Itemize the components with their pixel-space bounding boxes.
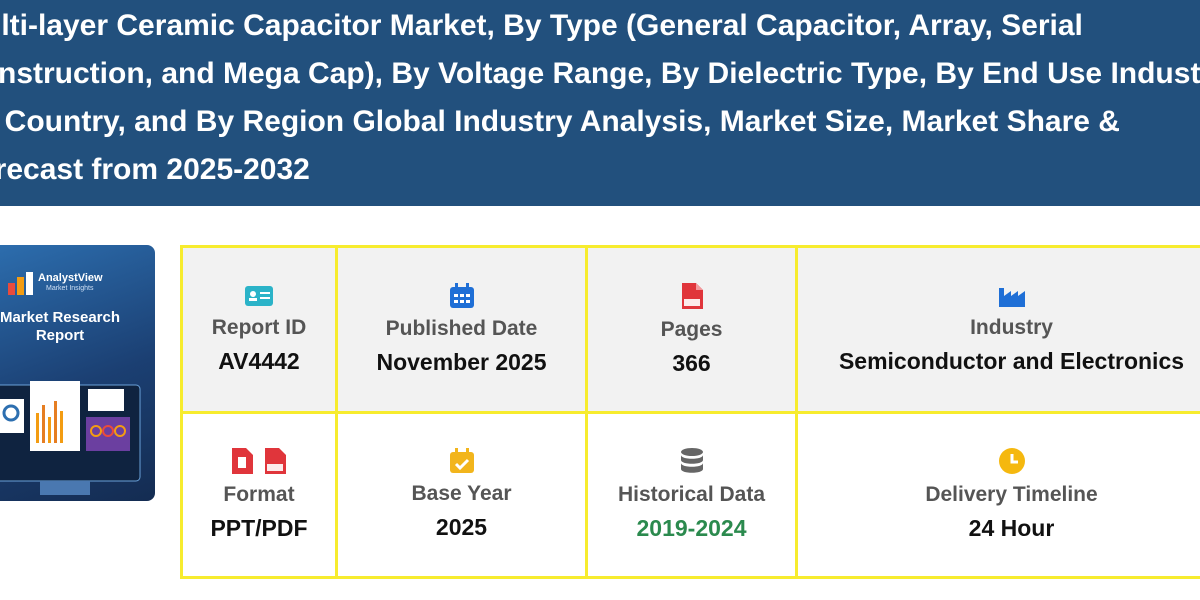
report-cover: AnalystView Market Insights Market Resea… <box>0 245 155 501</box>
detail-value: 24 Hour <box>968 515 1055 542</box>
cover-caption: Market Research Report <box>0 309 121 344</box>
page-title: Multi-layer Ceramic Capacitor Market, By… <box>0 9 1200 186</box>
factory-icon <box>998 287 1025 307</box>
id-card-icon <box>245 285 273 306</box>
report-details: Report ID AV4442 Published Date November… <box>180 245 1200 579</box>
brand-tagline: Market Insights <box>46 285 94 292</box>
detail-cell: Format PPT/PDF <box>180 410 338 579</box>
detail-label: Report ID <box>211 315 307 339</box>
detail-label: Published Date <box>385 316 538 340</box>
pdf-icon <box>681 282 703 309</box>
detail-value: 2025 <box>435 514 488 541</box>
detail-cell: Published Date November 2025 <box>335 245 588 414</box>
detail-cell: Pages 366 <box>585 245 798 414</box>
detail-label: Format <box>223 483 295 507</box>
brand-name: AnalystView <box>38 272 103 284</box>
detail-cell: Report ID AV4442 <box>180 245 338 414</box>
detail-cell: Delivery Timeline 24 Hour <box>795 410 1200 579</box>
database-icon <box>680 448 703 473</box>
detail-label: Base Year <box>411 482 512 506</box>
detail-label: Delivery Timeline <box>925 483 1098 507</box>
detail-value: November 2025 <box>376 348 547 375</box>
detail-cell: Industry Semiconductor and Electronics <box>795 245 1200 414</box>
cover-illustration <box>0 381 141 495</box>
detail-label: Historical Data <box>617 483 766 507</box>
detail-label: Pages <box>660 317 723 341</box>
calendar-check-icon <box>449 448 474 474</box>
title-band: Multi-layer Ceramic Capacitor Market, By… <box>0 0 1200 206</box>
detail-value: AV4442 <box>218 347 300 374</box>
detail-value: 2019-2024 <box>636 515 747 542</box>
format-icons <box>232 448 286 475</box>
brand-logo <box>8 272 33 295</box>
clock-icon <box>998 448 1025 475</box>
detail-cell: Historical Data 2019-2024 <box>585 410 798 579</box>
calendar-icon <box>449 282 474 308</box>
detail-value: Semiconductor and Electronics <box>838 347 1185 374</box>
detail-value: 366 <box>672 349 711 376</box>
detail-cell: Base Year 2025 <box>335 410 588 579</box>
detail-label: Industry <box>970 315 1053 339</box>
detail-value: PPT/PDF <box>210 515 308 542</box>
